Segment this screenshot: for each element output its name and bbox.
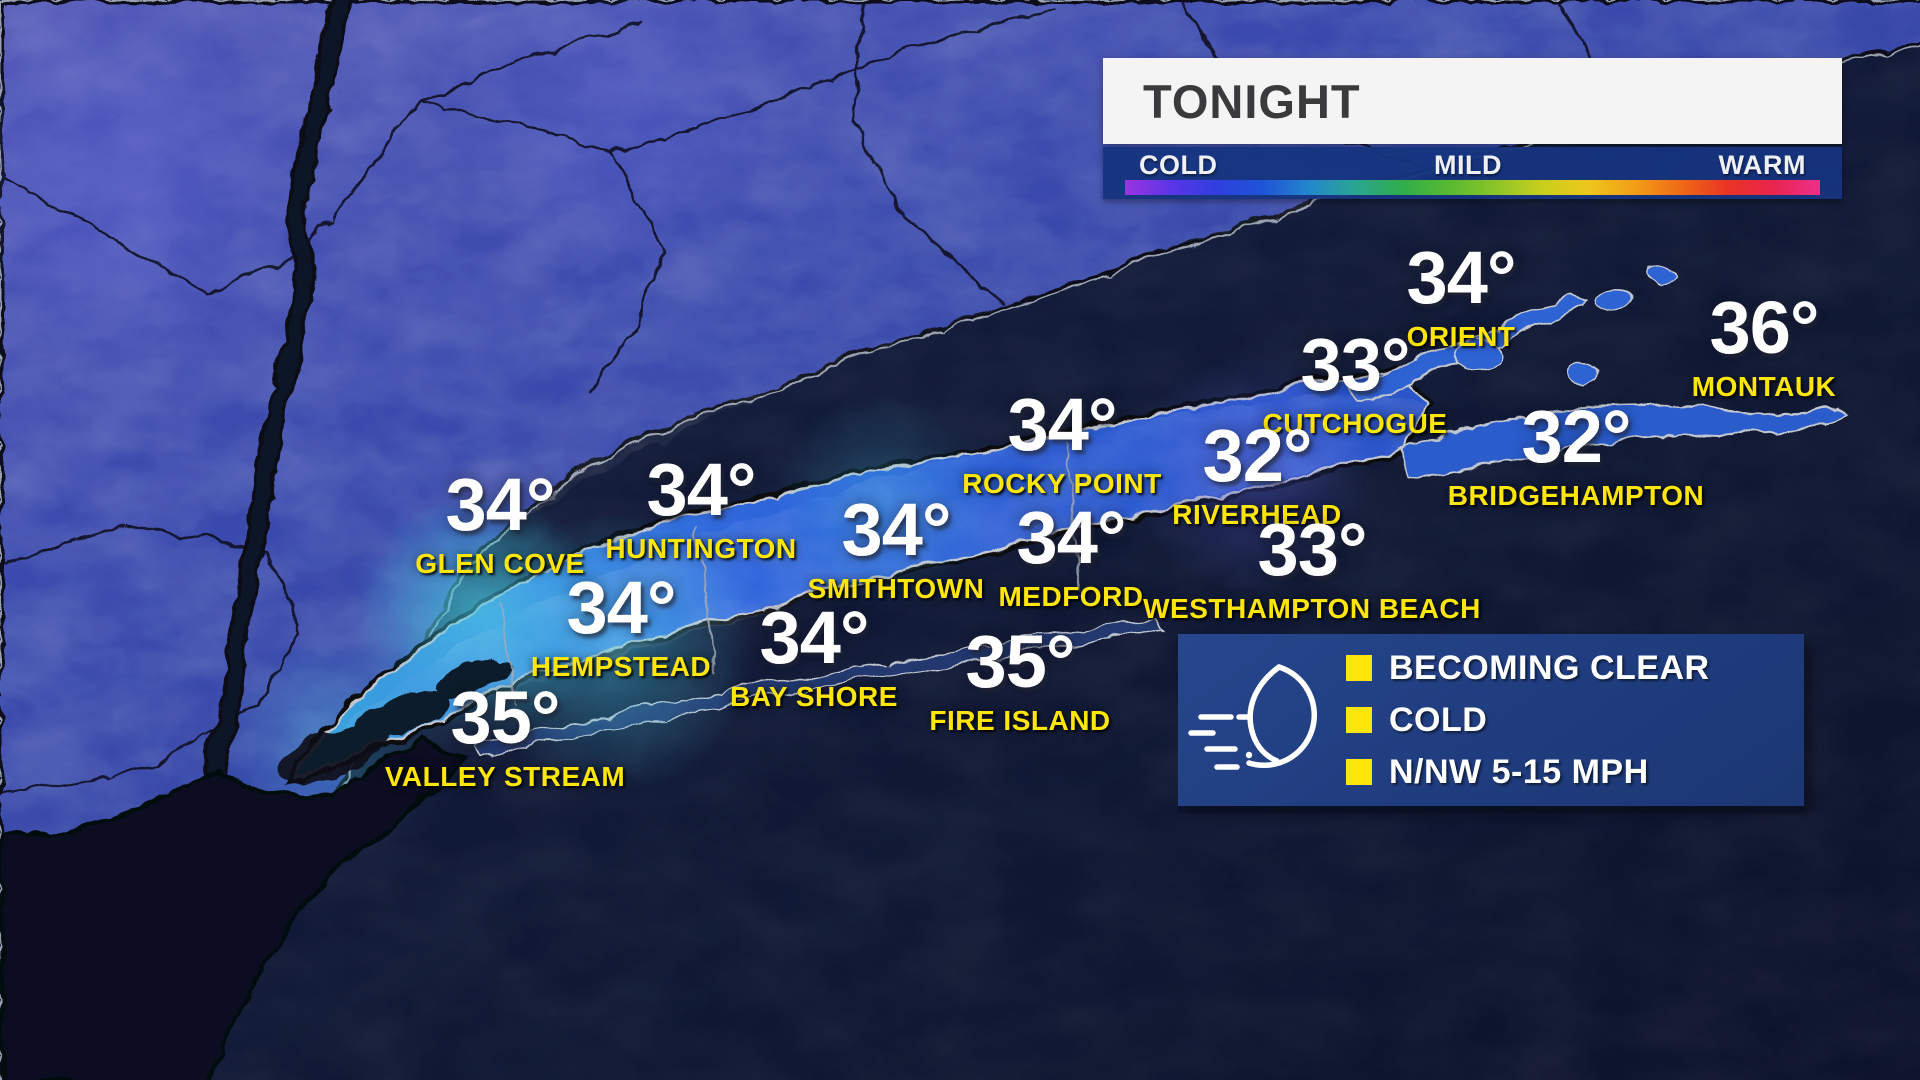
condition-text: BECOMING CLEAR bbox=[1389, 648, 1710, 687]
station-name: RIVERHEAD bbox=[1172, 499, 1342, 530]
station-name: BAY SHORE bbox=[730, 681, 898, 712]
scale-label-cold: COLD bbox=[1139, 149, 1218, 180]
station-name: GLEN COVE bbox=[415, 548, 585, 579]
condition-text: N/NW 5-15 MPH bbox=[1389, 752, 1649, 791]
station-name: MEDFORD bbox=[998, 581, 1144, 612]
station-fire-island: 35° FIRE ISLAND bbox=[929, 624, 1110, 736]
conditions-list: BECOMING CLEAR COLD N/NW 5-15 MPH bbox=[1346, 649, 1710, 792]
station-name: HEMPSTEAD bbox=[530, 651, 712, 682]
temperature-value: 32° bbox=[1521, 395, 1632, 478]
temperature-value: 34° bbox=[759, 596, 870, 679]
condition-item: N/NW 5-15 MPH bbox=[1346, 753, 1710, 792]
temperature-value: 34° bbox=[566, 566, 677, 649]
temperature-value: 34° bbox=[1406, 236, 1517, 319]
harbor-water bbox=[0, 735, 464, 1080]
station-name: ORIENT bbox=[1406, 321, 1516, 352]
station-name: VALLEY STREAM bbox=[384, 761, 626, 792]
station-name: MONTAUK bbox=[1691, 371, 1837, 402]
bullet-square-icon bbox=[1346, 655, 1372, 681]
station-name: HUNTINGTON bbox=[605, 533, 797, 564]
station-name: BRIDGEHAMPTON bbox=[1447, 480, 1705, 511]
station-orient: 34° ORIENT bbox=[1406, 236, 1517, 352]
station-medford: 34° MEDFORD bbox=[998, 500, 1143, 612]
conditions-box: BECOMING CLEAR COLD N/NW 5-15 MPH bbox=[1178, 634, 1804, 806]
temperature-value: 34° bbox=[841, 488, 952, 571]
station-hempstead: 34° HEMPSTEAD bbox=[531, 570, 711, 682]
temperature-value: 33° bbox=[1257, 508, 1368, 591]
station-smithtown: 34° SMITHTOWN bbox=[808, 492, 985, 604]
station-glen-cove: 34° GLEN COVE bbox=[415, 467, 584, 579]
condition-text: COLD bbox=[1389, 700, 1488, 739]
forecast-banner: TONIGHT bbox=[1103, 58, 1842, 144]
banner-title-text: TONIGHT bbox=[1143, 74, 1361, 128]
temperature-value: 34° bbox=[646, 448, 757, 531]
urban-patches bbox=[274, 657, 509, 780]
station-name: WESTHAMPTON BEACH bbox=[1143, 593, 1481, 624]
station-name: ROCKY POINT bbox=[962, 468, 1162, 499]
station-name: CUTCHOGUE bbox=[1262, 408, 1448, 439]
temperature-scale-bar: COLD MILD WARM bbox=[1103, 147, 1842, 199]
temperature-gradient-strip bbox=[1125, 180, 1820, 195]
long-island bbox=[274, 263, 1844, 790]
hudson-river bbox=[203, 0, 347, 779]
temperature-value: 36° bbox=[1709, 286, 1820, 369]
station-name: SMITHTOWN bbox=[807, 573, 985, 604]
condition-item: BECOMING CLEAR bbox=[1346, 649, 1710, 688]
scale-label-warm: WARM bbox=[1718, 149, 1806, 180]
temperature-value: 33° bbox=[1300, 323, 1411, 406]
windy-night-icon bbox=[1178, 657, 1346, 783]
station-valley-stream: 35° VALLEY STREAM bbox=[385, 680, 625, 792]
station-riverhead: 32° RIVERHEAD bbox=[1172, 418, 1341, 530]
station-cutchogue: 33° CUTCHOGUE bbox=[1263, 327, 1448, 439]
scale-label-mild: MILD bbox=[1434, 149, 1502, 180]
bullet-square-icon bbox=[1346, 759, 1372, 785]
station-westhampton-beach: 33° WESTHAMPTON BEACH bbox=[1143, 512, 1481, 624]
temperature-value: 34° bbox=[1007, 383, 1118, 466]
bullet-square-icon bbox=[1346, 707, 1372, 733]
temperature-value: 34° bbox=[445, 463, 556, 546]
temperature-value: 34° bbox=[1016, 496, 1127, 579]
temperature-value: 32° bbox=[1202, 414, 1313, 497]
temperature-value: 35° bbox=[965, 620, 1076, 703]
station-rocky-point: 34° ROCKY POINT bbox=[962, 387, 1161, 499]
station-bridgehampton: 32° BRIDGEHAMPTON bbox=[1448, 399, 1704, 511]
station-montauk: 36° MONTAUK bbox=[1692, 290, 1837, 402]
small-islands bbox=[1451, 263, 1674, 381]
south-fork bbox=[1399, 399, 1844, 477]
temperature-value: 35° bbox=[450, 676, 561, 759]
condition-item: COLD bbox=[1346, 701, 1710, 740]
station-name: FIRE ISLAND bbox=[929, 705, 1111, 736]
station-bay-shore: 34° BAY SHORE bbox=[730, 600, 898, 712]
island-county-lines bbox=[496, 437, 1079, 701]
station-huntington: 34° HUNTINGTON bbox=[605, 452, 796, 564]
